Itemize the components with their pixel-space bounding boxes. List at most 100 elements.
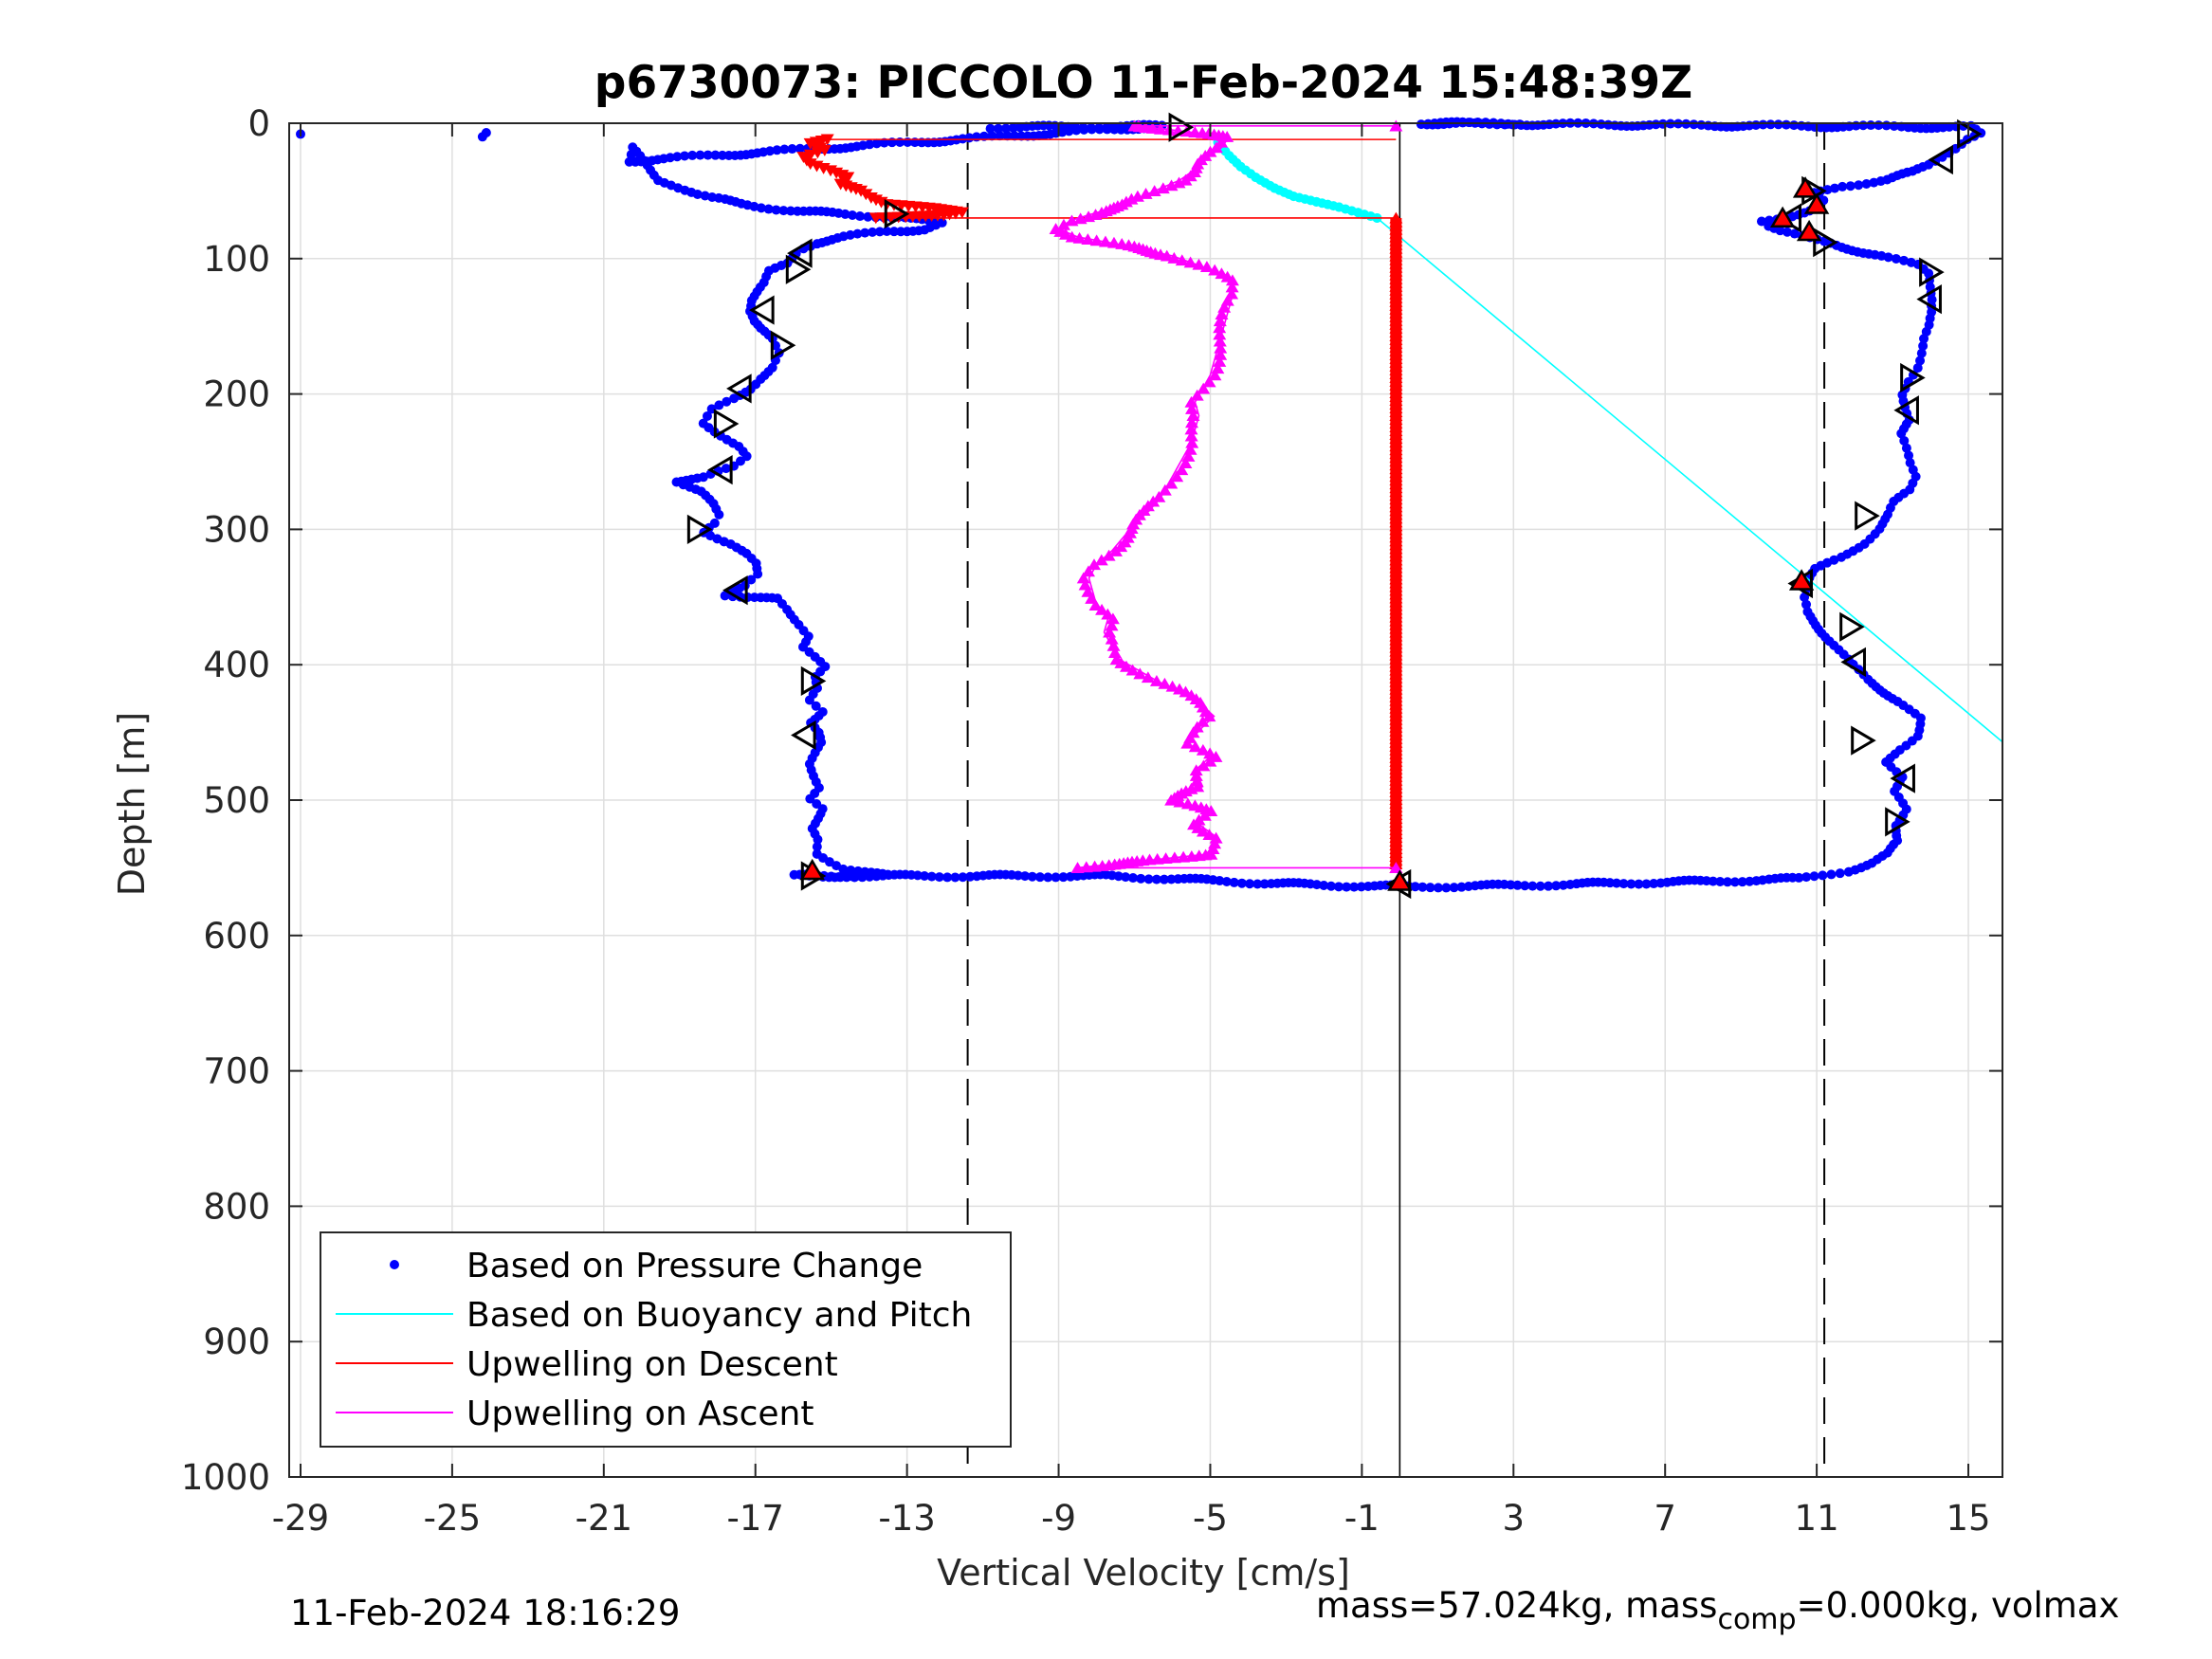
footer-timestamp: 11-Feb-2024 18:16:29 (290, 1593, 681, 1633)
pressure-velocity-point (912, 870, 923, 881)
x-tick-label: 11 (1795, 1498, 1839, 1539)
x-tick-label: -1 (1344, 1498, 1380, 1539)
pressure-velocity-point (842, 872, 852, 883)
pressure-velocity-point (1166, 874, 1177, 884)
ascent-marker (1225, 281, 1239, 293)
pressure-velocity-point (1826, 869, 1837, 880)
pressure-velocity-point (1221, 877, 1232, 887)
pressure-velocity-point (721, 464, 731, 474)
pressure-velocity-point (1449, 883, 1459, 893)
ascent-marker (1094, 554, 1108, 566)
pressure-velocity-point (1259, 879, 1270, 889)
pressure-velocity-point (1116, 124, 1126, 135)
pressure-velocity-point (1901, 443, 1911, 453)
pressure-velocity-point (1689, 119, 1699, 130)
turn-markers (686, 112, 1983, 900)
pressure-velocity-point (1737, 877, 1747, 887)
ascent-marker (1049, 223, 1063, 234)
pressure-velocity-point (840, 209, 850, 219)
turn-marker (1919, 257, 1945, 287)
pressure-velocity-point (763, 204, 774, 214)
pressure-velocity-point (756, 203, 766, 213)
ascent-marker (1185, 436, 1199, 448)
pressure-velocity-point (1916, 348, 1927, 358)
pressure-velocity-point (942, 872, 953, 883)
ascent-marker (1197, 382, 1211, 394)
pressure-velocity-point (1861, 179, 1872, 190)
pressure-velocity-point (1708, 876, 1718, 886)
ascent-marker (1185, 416, 1199, 428)
ascent-marker (1184, 403, 1198, 414)
pressure-velocity-point (749, 201, 759, 211)
turn-marker (726, 374, 752, 404)
pressure-velocity-point (857, 872, 868, 883)
pressure-velocity-point (702, 410, 712, 421)
ascent-marker (1109, 653, 1124, 665)
pressure-velocity-point (1508, 119, 1518, 130)
x-tick-label: -21 (576, 1498, 632, 1539)
pressure-velocity-point (865, 871, 875, 882)
pressure-velocity-point (855, 211, 866, 222)
ascent-marker (1188, 740, 1202, 753)
pressure-velocity-point (795, 143, 805, 154)
pressure-velocity-point (874, 227, 885, 237)
turn-marker-filled (799, 858, 825, 881)
pressure-velocity-point (1800, 592, 1810, 602)
pressure-velocity-point (1912, 363, 1923, 374)
pressure-velocity-point (1102, 124, 1112, 135)
turn-marker (770, 330, 796, 360)
x-axis-label: Vertical Velocity [cm/s] (937, 1552, 1350, 1594)
pressure-velocity-point (1801, 872, 1812, 883)
ascent-marker (1076, 572, 1090, 584)
descent-marker (868, 212, 883, 225)
pressure-velocity-point (722, 396, 732, 407)
pressure-velocity-point (692, 189, 703, 199)
pressure-velocity-point (1551, 881, 1562, 891)
pressure-velocity-point (1794, 872, 1804, 883)
y-tick-label: 900 (203, 1322, 270, 1362)
pressure-velocity-point (714, 400, 724, 410)
pressure-velocity-point (1905, 458, 1915, 468)
pressure-velocity-point (805, 793, 815, 804)
ascent-marker (1213, 321, 1227, 334)
series-3 (1049, 119, 1403, 873)
footer-mass-info: mass=57.024kg, masscomp=0.000kg, volmax (1316, 1585, 2119, 1636)
pressure-velocity-point (1236, 878, 1247, 888)
legend-swatch (390, 1260, 399, 1269)
pressure-velocity-point (1765, 119, 1776, 130)
ascent-marker (1209, 831, 1223, 844)
pressure-velocity-point (860, 228, 870, 238)
ascent-marker (1203, 747, 1217, 759)
ascent-marker (1149, 675, 1163, 686)
y-tick-label: 0 (247, 103, 270, 144)
x-tick-label: -17 (727, 1498, 784, 1539)
ascent-marker (1190, 389, 1204, 401)
ascent-marker (1202, 375, 1216, 388)
turn-marker-filled (1769, 206, 1796, 228)
pressure-velocity-point (1535, 881, 1545, 891)
y-tick-label: 500 (203, 780, 270, 821)
pressure-velocity-point (1898, 255, 1909, 265)
pressure-velocity-point (753, 569, 763, 579)
pressure-velocity-point (1891, 253, 1901, 264)
ascent-marker (1215, 308, 1229, 319)
pressure-velocity-point (995, 131, 1005, 141)
pressure-velocity-point (1782, 227, 1792, 237)
pressure-velocity-point (871, 138, 882, 149)
pressure-velocity-point (1079, 124, 1089, 135)
turn-marker-filled (1788, 569, 1815, 591)
pressure-velocity-point (965, 871, 976, 882)
ascent-marker (1208, 264, 1222, 276)
pressure-velocity-point (1020, 871, 1031, 882)
ascent-marker (1175, 464, 1189, 476)
ascent-marker (1125, 664, 1140, 676)
pressure-velocity-point (729, 393, 740, 404)
ascent-marker (1183, 443, 1197, 455)
pressure-velocity-point (868, 227, 878, 237)
pressure-velocity-point (978, 131, 989, 141)
pressure-velocity-point (1245, 879, 1255, 889)
ascent-marker (1389, 862, 1403, 873)
ascent-marker (1159, 852, 1173, 865)
pressure-velocity-point (1333, 882, 1344, 892)
